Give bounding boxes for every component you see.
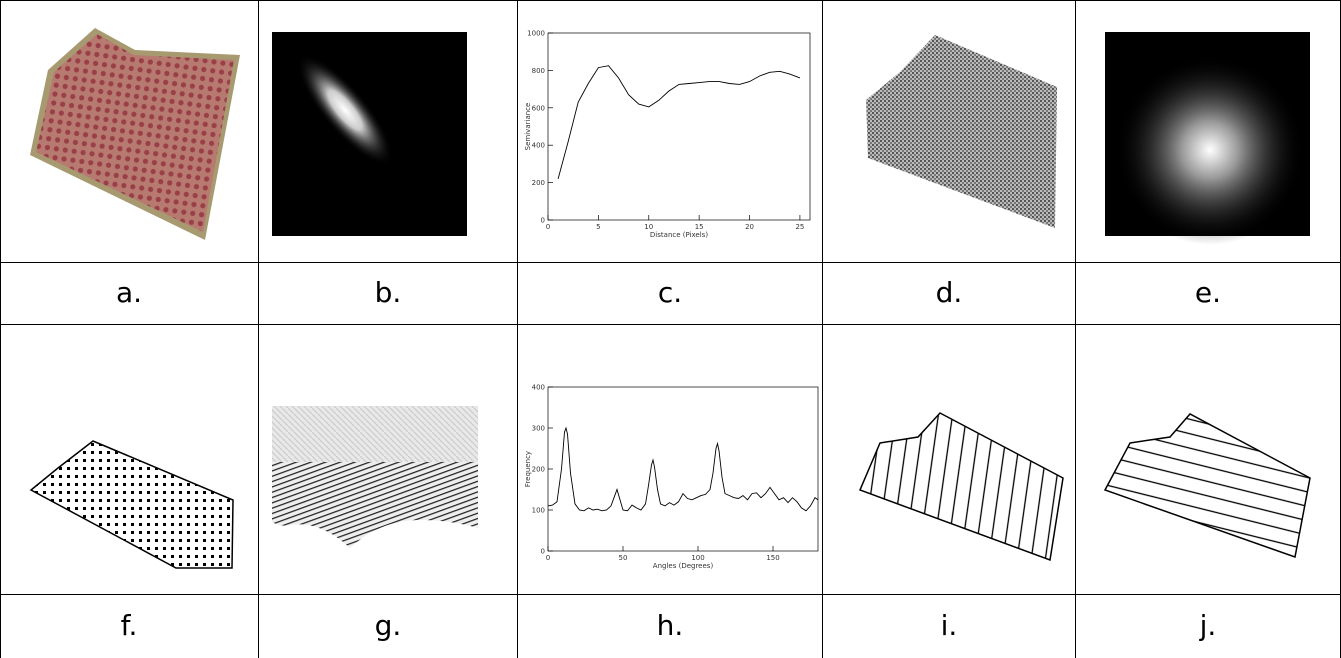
x-tick-label: 10 <box>644 223 653 231</box>
y-tick-label: 200 <box>532 466 545 474</box>
y-tick-label: 400 <box>532 384 545 392</box>
image-g-bottom <box>272 462 478 548</box>
y-tick-label: 0 <box>541 548 545 556</box>
y-tick-label: 1000 <box>527 30 545 38</box>
y-tick-label: 800 <box>532 67 545 75</box>
y-tick-label: 600 <box>532 104 545 112</box>
caption: h. <box>657 609 684 642</box>
caption: e. <box>1195 276 1221 309</box>
y-tick-label: 200 <box>532 179 545 187</box>
x-tick-label: 150 <box>766 554 779 562</box>
caption: b. <box>375 276 402 309</box>
caption: c. <box>658 276 682 309</box>
x-tick-label: 20 <box>745 223 754 231</box>
y-axis-label: Semivariance <box>524 103 532 151</box>
caption: j. <box>1199 609 1217 642</box>
image-b-glow <box>296 54 394 166</box>
y-tick-label: 400 <box>532 142 545 150</box>
data-line <box>547 426 819 512</box>
plot-frame <box>547 386 819 552</box>
x-tick-label: 5 <box>596 223 600 231</box>
x-axis-label: Distance (Pixels) <box>650 231 708 239</box>
image-j <box>1103 413 1311 558</box>
image-f <box>29 440 234 569</box>
x-tick-label: 0 <box>546 554 550 562</box>
caption: f. <box>121 609 138 642</box>
caption: d. <box>936 276 963 309</box>
caption: i. <box>941 609 958 642</box>
x-tick-label: 15 <box>695 223 704 231</box>
y-tick-label: 100 <box>532 507 545 515</box>
x-tick-label: 100 <box>691 554 704 562</box>
x-axis-label: Angles (Degrees) <box>653 562 714 570</box>
image-d <box>866 35 1057 228</box>
y-axis-label: Frequency <box>524 451 532 487</box>
panel-images <box>29 28 1311 569</box>
image-e-glow <box>1115 55 1305 245</box>
x-tick-label: 25 <box>795 223 804 231</box>
image-i <box>859 412 1064 562</box>
y-tick-label: 0 <box>541 217 545 225</box>
plot-frame <box>547 32 811 221</box>
image-a-dots <box>36 34 234 232</box>
caption: g. <box>375 609 402 642</box>
image-g-top <box>272 406 478 462</box>
x-tick-label: 50 <box>619 554 628 562</box>
caption: a. <box>116 276 142 309</box>
data-line <box>557 65 801 180</box>
x-tick-label: 0 <box>546 223 550 231</box>
y-tick-label: 300 <box>532 425 545 433</box>
